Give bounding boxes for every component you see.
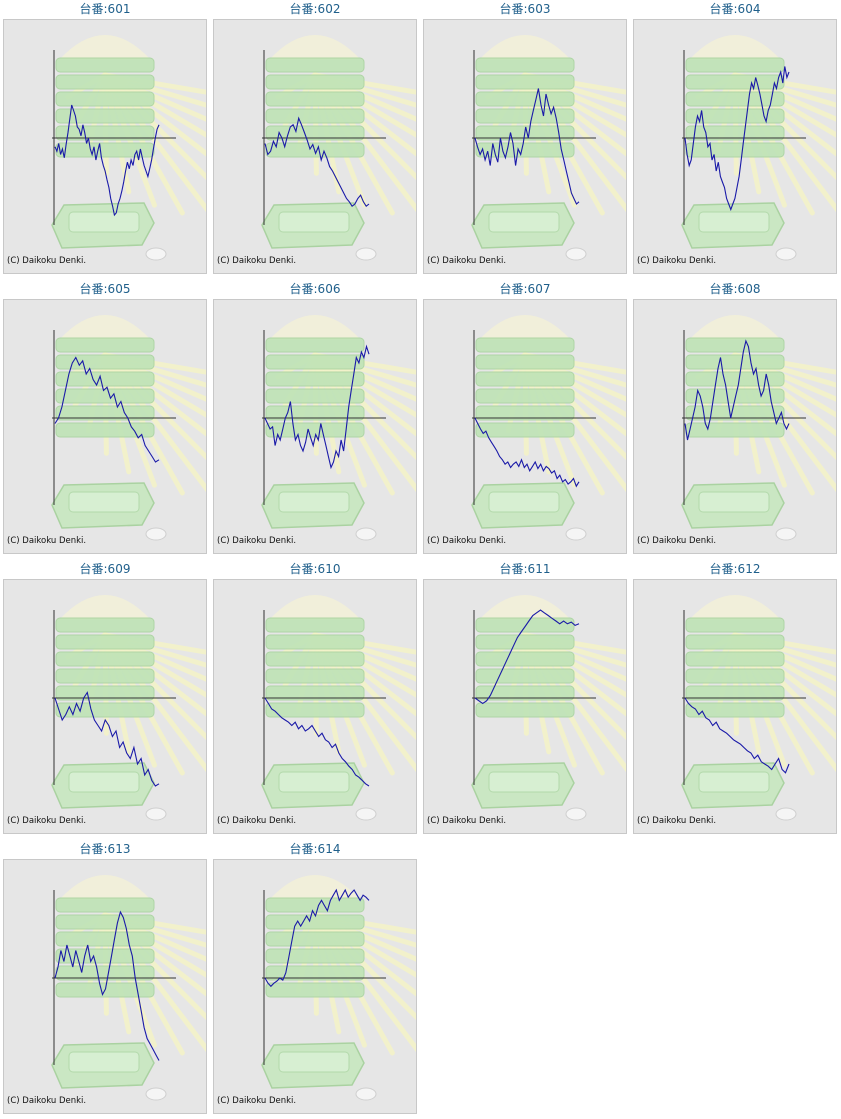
chart-panel: (C) Daikoku Denki.	[3, 19, 207, 274]
chart-panel: (C) Daikoku Denki.	[213, 859, 417, 1114]
background-artwork-icon	[261, 875, 416, 1101]
copyright-text: (C) Daikoku Denki.	[427, 256, 507, 266]
chart-title[interactable]: 台番:607	[499, 282, 551, 296]
chart-panel: (C) Daikoku Denki.	[3, 299, 207, 554]
copyright-text: (C) Daikoku Denki.	[217, 536, 297, 546]
background-artwork-icon	[681, 315, 836, 541]
chart-title[interactable]: 台番:606	[289, 282, 341, 296]
background-artwork-icon	[471, 595, 626, 821]
series-line	[264, 116, 370, 208]
background-artwork-icon	[681, 35, 836, 261]
copyright-text: (C) Daikoku Denki.	[427, 816, 507, 826]
series-line	[264, 888, 370, 988]
series-line	[264, 697, 370, 787]
chart-panel: (C) Daikoku Denki.	[3, 579, 207, 834]
copyright-text: (C) Daikoku Denki.	[7, 1096, 87, 1106]
chart-title[interactable]: 台番:601	[79, 2, 131, 16]
chart-title[interactable]: 台番:604	[709, 2, 761, 16]
series-line	[474, 609, 580, 705]
copyright-text: (C) Daikoku Denki.	[217, 256, 297, 266]
copyright-text: (C) Daikoku Denki.	[7, 816, 87, 826]
chart-title[interactable]: 台番:603	[499, 2, 551, 16]
copyright-text: (C) Daikoku Denki.	[7, 536, 87, 546]
slump-graph	[51, 875, 206, 1101]
slump-graph	[51, 595, 206, 821]
series-line	[684, 697, 790, 774]
chart-title[interactable]: 台番:612	[709, 562, 761, 576]
slump-graph	[471, 315, 626, 541]
slump-graph	[51, 315, 206, 541]
background-artwork-icon	[51, 35, 206, 261]
chart-cell: 台番:602 (C) Daikoku Denki.	[213, 0, 417, 276]
chart-cell: 台番:603 (C) Daikoku Denki.	[423, 0, 627, 276]
slump-graph	[261, 595, 416, 821]
chart-title[interactable]: 台番:614	[289, 842, 341, 856]
copyright-text: (C) Daikoku Denki.	[637, 536, 717, 546]
chart-cell: 台番:609 (C) Daikoku Denki.	[3, 560, 207, 836]
series-line	[54, 691, 160, 787]
chart-panel: (C) Daikoku Denki.	[633, 299, 837, 554]
chart-cell: 台番:608 (C) Daikoku Denki.	[633, 280, 837, 556]
chart-cell: 台番:612 (C) Daikoku Denki.	[633, 560, 837, 836]
background-artwork-icon	[51, 315, 206, 541]
slump-graph	[261, 875, 416, 1101]
chart-panel: (C) Daikoku Denki.	[423, 579, 627, 834]
chart-title[interactable]: 台番:610	[289, 562, 341, 576]
slump-graph	[261, 35, 416, 261]
series-line	[684, 66, 790, 212]
chart-title[interactable]: 台番:611	[499, 562, 551, 576]
chart-cell: 台番:605 (C) Daikoku Denki.	[3, 280, 207, 556]
chart-panel: (C) Daikoku Denki.	[423, 299, 627, 554]
chart-panel: (C) Daikoku Denki.	[423, 19, 627, 274]
background-artwork-icon	[51, 595, 206, 821]
chart-cell: 台番:613 (C) Daikoku Denki.	[3, 840, 207, 1116]
copyright-text: (C) Daikoku Denki.	[217, 816, 297, 826]
slump-graph	[471, 35, 626, 261]
copyright-text: (C) Daikoku Denki.	[427, 536, 507, 546]
slump-graph	[471, 595, 626, 821]
background-artwork-icon	[261, 315, 416, 541]
chart-panel: (C) Daikoku Denki.	[3, 859, 207, 1114]
copyright-text: (C) Daikoku Denki.	[637, 256, 717, 266]
chart-panel: (C) Daikoku Denki.	[213, 579, 417, 834]
background-artwork-icon	[261, 35, 416, 261]
chart-title[interactable]: 台番:608	[709, 282, 761, 296]
slump-graph	[681, 595, 836, 821]
chart-cell: 台番:607 (C) Daikoku Denki.	[423, 280, 627, 556]
chart-cell: 台番:610 (C) Daikoku Denki.	[213, 560, 417, 836]
series-line	[474, 417, 580, 488]
chart-title[interactable]: 台番:602	[289, 2, 341, 16]
chart-cell: 台番:611 (C) Daikoku Denki.	[423, 560, 627, 836]
chart-title[interactable]: 台番:613	[79, 842, 131, 856]
background-artwork-icon	[261, 595, 416, 821]
chart-panel: (C) Daikoku Denki.	[633, 579, 837, 834]
chart-cell: 台番:604 (C) Daikoku Denki.	[633, 0, 837, 276]
background-artwork-icon	[51, 875, 206, 1101]
series-line	[54, 910, 160, 1061]
background-artwork-icon	[471, 315, 626, 541]
chart-cell: 台番:601 (C) Daikoku Denki.	[3, 0, 207, 276]
slump-graph	[261, 315, 416, 541]
slump-graph	[681, 315, 836, 541]
series-line	[684, 339, 790, 441]
chart-title[interactable]: 台番:605	[79, 282, 131, 296]
copyright-text: (C) Daikoku Denki.	[637, 816, 717, 826]
series-line	[54, 104, 160, 217]
background-artwork-icon	[471, 35, 626, 261]
chart-panel: (C) Daikoku Denki.	[213, 299, 417, 554]
chart-cell: 台番:606 (C) Daikoku Denki.	[213, 280, 417, 556]
copyright-text: (C) Daikoku Denki.	[7, 256, 87, 266]
chart-panel: (C) Daikoku Denki.	[633, 19, 837, 274]
slump-graph	[681, 35, 836, 261]
chart-cell: 台番:614 (C) Daikoku Denki.	[213, 840, 417, 1116]
background-artwork-icon	[681, 595, 836, 821]
series-line	[54, 356, 160, 463]
copyright-text: (C) Daikoku Denki.	[217, 1096, 297, 1106]
chart-title[interactable]: 台番:609	[79, 562, 131, 576]
slump-graph	[51, 35, 206, 261]
chart-panel: (C) Daikoku Denki.	[213, 19, 417, 274]
series-line	[474, 88, 580, 205]
series-line	[264, 344, 370, 470]
